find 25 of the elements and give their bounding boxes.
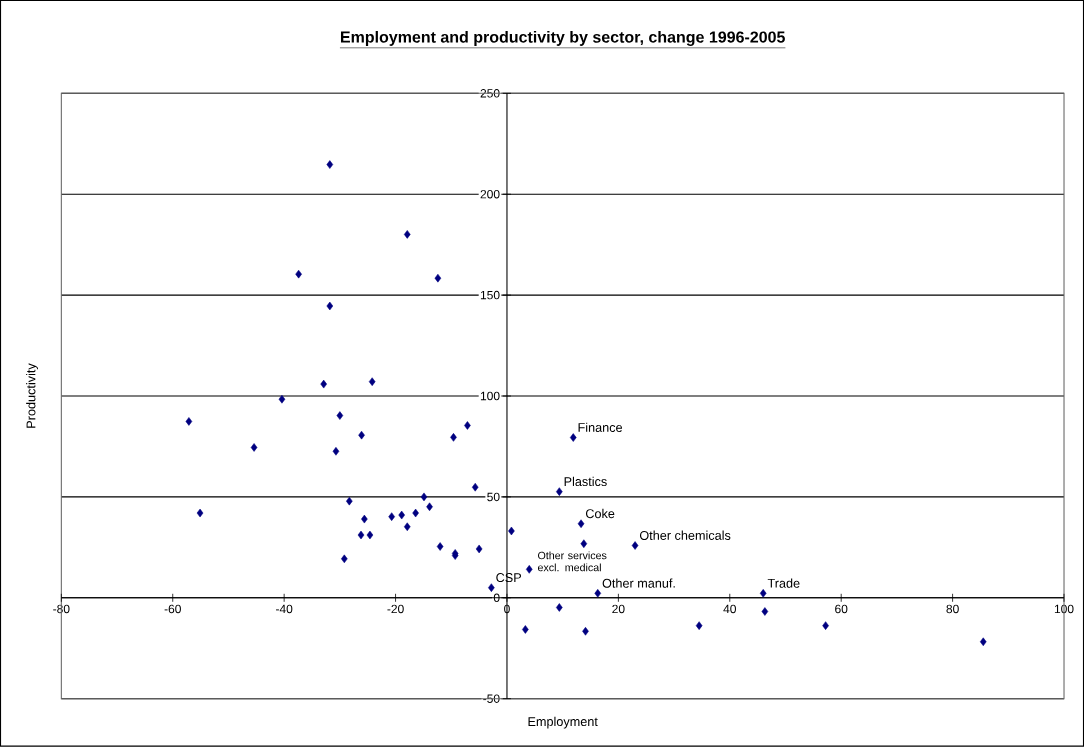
annotation: Finance [578, 422, 623, 433]
annotation: Coke [585, 508, 615, 519]
annotation: Other chemicals [639, 530, 731, 541]
x-tick-label: 20 [612, 604, 625, 614]
annotation: Plastics [564, 476, 607, 487]
annotation: Other manuf. [602, 578, 675, 588]
y-tick-label: 150 [480, 291, 500, 300]
y-axis-title: Productivity [26, 363, 38, 428]
y-tick-label: 200 [480, 190, 500, 199]
annotation: Trade [767, 578, 800, 588]
x-tick-label: -20 [387, 604, 404, 614]
x-tick-label: 40 [723, 604, 736, 614]
y-tick-label: 50 [487, 492, 500, 502]
chart-title: Employment and productivity by sector, change 1996-2005 [340, 31, 785, 47]
y-tick-label: 100 [480, 391, 500, 401]
x-tick-label: -40 [276, 604, 293, 614]
x-tick-label: 60 [835, 604, 848, 614]
y-tick-label: -50 [483, 694, 500, 704]
x-tick-label: 80 [946, 604, 959, 614]
y-tick-label: 250 [480, 89, 500, 98]
x-tick-label: -60 [164, 604, 181, 614]
x-tick-label: -80 [53, 604, 70, 614]
x-axis-title: Employment [528, 716, 598, 729]
x-tick-label: 100 [1054, 604, 1074, 614]
annotation: Other services excl. medical [537, 551, 607, 572]
